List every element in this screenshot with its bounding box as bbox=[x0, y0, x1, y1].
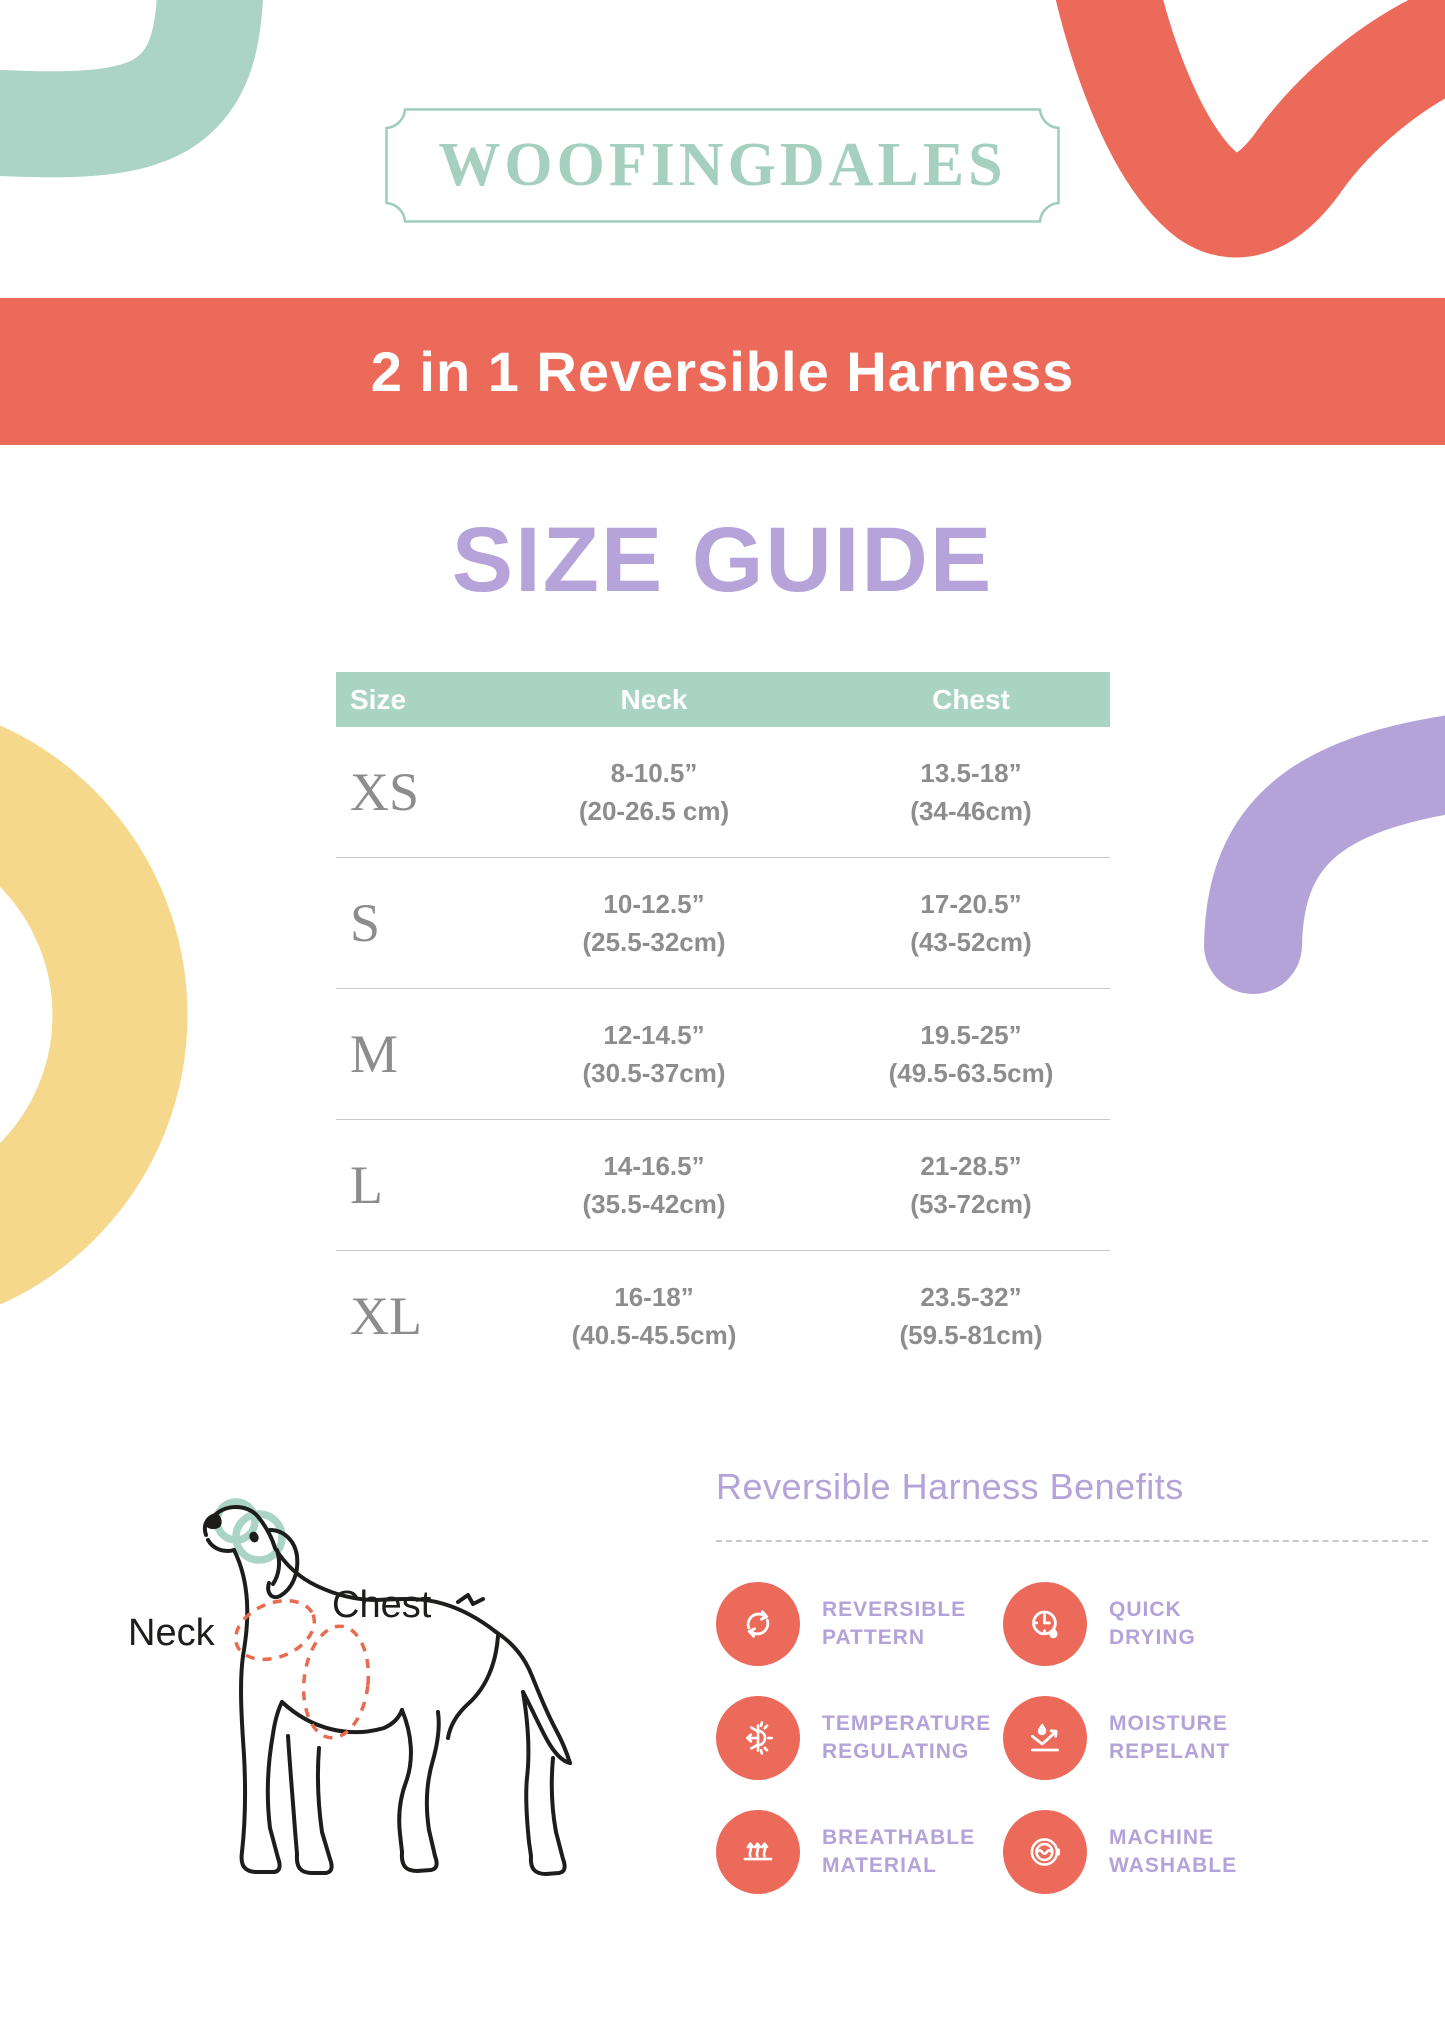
temperature-regulating-icon bbox=[716, 1696, 800, 1780]
chest-cm: (49.5-63.5cm) bbox=[888, 1058, 1054, 1088]
benefit-label: TEMPERATURE REGULATING bbox=[822, 1711, 992, 1763]
size-table-header: Size Neck Chest bbox=[336, 672, 1110, 727]
size-table: Size Neck Chest XS 8-10.5” (20-26.5 cm) … bbox=[336, 672, 1110, 1381]
neck-measurement: 8-10.5” (20-26.5 cm) bbox=[476, 754, 832, 830]
benefits-heading: Reversible Harness Benefits bbox=[716, 1466, 1428, 1542]
chest-measurement: 19.5-25” (49.5-63.5cm) bbox=[832, 1016, 1110, 1092]
table-row: XL 16-18” (40.5-45.5cm) 23.5-32” (59.5-8… bbox=[336, 1251, 1110, 1381]
size-label: XL bbox=[350, 1286, 422, 1346]
brand-plaque: WOOFINGDALES bbox=[385, 108, 1060, 223]
benefit-item-quick-drying: QUICK DRYING bbox=[1003, 1582, 1428, 1666]
breathable-material-icon bbox=[716, 1810, 800, 1894]
product-banner: 2 in 1 Reversible Harness bbox=[0, 298, 1445, 445]
reversible-pattern-icon bbox=[716, 1582, 800, 1666]
table-row: L 14-16.5” (35.5-42cm) 21-28.5” (53-72cm… bbox=[336, 1120, 1110, 1251]
dog-nose bbox=[204, 1513, 222, 1530]
chest-measurement: 23.5-32” (59.5-81cm) bbox=[832, 1278, 1110, 1354]
neck-cm: (20-26.5 cm) bbox=[578, 796, 730, 826]
neck-inches: 14-16.5” bbox=[603, 1151, 705, 1181]
size-label: L bbox=[350, 1155, 383, 1215]
size-label: M bbox=[350, 1024, 399, 1084]
chest-inches: 23.5-32” bbox=[920, 1282, 1022, 1312]
neck-inches: 10-12.5” bbox=[603, 889, 705, 919]
teal-curve-decoration bbox=[0, 0, 263, 178]
chest-cm: (43-52cm) bbox=[910, 927, 1032, 957]
chest-measurement: 17-20.5” (43-52cm) bbox=[832, 885, 1110, 961]
neck-measurement: 12-14.5” (30.5-37cm) bbox=[476, 1016, 832, 1092]
chest-inches: 13.5-18” bbox=[920, 758, 1022, 788]
product-title: 2 in 1 Reversible Harness bbox=[370, 340, 1075, 403]
table-row: XS 8-10.5” (20-26.5 cm) 13.5-18” (34-46c… bbox=[336, 727, 1110, 858]
size-label: XS bbox=[350, 762, 420, 822]
header-size: Size bbox=[350, 683, 407, 715]
benefit-label: BREATHABLE MATERIAL bbox=[822, 1825, 976, 1877]
quick-drying-icon bbox=[1003, 1582, 1087, 1666]
benefit-item-reversible-pattern: REVERSIBLE PATTERN bbox=[716, 1582, 1003, 1666]
dog-outline bbox=[202, 1505, 572, 1876]
benefit-item-temperature-regulating: TEMPERATURE REGULATING bbox=[716, 1696, 1003, 1780]
table-row: M 12-14.5” (30.5-37cm) 19.5-25” (49.5-63… bbox=[336, 989, 1110, 1120]
neck-inches: 12-14.5” bbox=[603, 1020, 705, 1050]
chest-ellipse bbox=[301, 1624, 371, 1740]
table-row: S 10-12.5” (25.5-32cm) 17-20.5” (43-52cm… bbox=[336, 858, 1110, 989]
plaque-border bbox=[385, 108, 1060, 223]
benefits-grid: REVERSIBLE PATTERN QUICK DRYING bbox=[716, 1582, 1428, 1894]
chest-measurement: 21-28.5” (53-72cm) bbox=[832, 1147, 1110, 1223]
neck-measurement: 16-18” (40.5-45.5cm) bbox=[476, 1278, 832, 1354]
benefit-item-moisture-repelant: MOISTURE REPELANT bbox=[1003, 1696, 1428, 1780]
dog-eye bbox=[249, 1531, 259, 1543]
size-label: S bbox=[350, 893, 381, 953]
coral-check-decoration bbox=[1055, 0, 1445, 258]
brand-logo: WOOFINGDALES bbox=[438, 131, 1007, 199]
dog-measurement-diagram bbox=[202, 1498, 572, 1876]
size-guide-heading: SIZE GUIDE bbox=[451, 509, 994, 611]
header-chest: Chest bbox=[932, 683, 1010, 715]
neck-measurement: 10-12.5” (25.5-32cm) bbox=[476, 885, 832, 961]
moisture-repelant-icon bbox=[1003, 1696, 1087, 1780]
neck-measurement: 14-16.5” (35.5-42cm) bbox=[476, 1147, 832, 1223]
benefit-label: QUICK DRYING bbox=[1109, 1597, 1196, 1649]
header-neck: Neck bbox=[620, 683, 688, 715]
benefits-section: Reversible Harness Benefits REVERSIBLE P… bbox=[716, 1466, 1428, 1894]
chest-inches: 17-20.5” bbox=[920, 889, 1022, 919]
neck-cm: (25.5-32cm) bbox=[582, 927, 726, 957]
benefit-item-breathable-material: BREATHABLE MATERIAL bbox=[716, 1810, 1003, 1894]
chest-inches: 19.5-25” bbox=[920, 1020, 1022, 1050]
chest-inches: 21-28.5” bbox=[920, 1151, 1022, 1181]
neck-diagram-label: Neck bbox=[128, 1612, 215, 1654]
chest-cm: (59.5-81cm) bbox=[899, 1320, 1043, 1350]
chest-diagram-label: Chest bbox=[332, 1584, 432, 1626]
benefit-label: MACHINE WASHABLE bbox=[1109, 1825, 1238, 1877]
chest-cm: (53-72cm) bbox=[910, 1189, 1032, 1219]
machine-washable-icon bbox=[1003, 1810, 1087, 1894]
neck-cm: (30.5-37cm) bbox=[582, 1058, 726, 1088]
neck-inches: 16-18” bbox=[614, 1282, 694, 1312]
chest-measurement: 13.5-18” (34-46cm) bbox=[832, 754, 1110, 830]
purple-arc-decoration bbox=[1204, 715, 1445, 994]
benefit-label: MOISTURE REPELANT bbox=[1109, 1711, 1231, 1763]
chest-cm: (34-46cm) bbox=[910, 796, 1032, 826]
benefit-item-machine-washable: MACHINE WASHABLE bbox=[1003, 1810, 1428, 1894]
neck-cm: (35.5-42cm) bbox=[582, 1189, 726, 1219]
yellow-ring-decoration bbox=[0, 725, 188, 1305]
benefit-label: REVERSIBLE PATTERN bbox=[822, 1597, 967, 1649]
neck-cm: (40.5-45.5cm) bbox=[571, 1320, 737, 1350]
neck-inches: 8-10.5” bbox=[610, 758, 698, 788]
